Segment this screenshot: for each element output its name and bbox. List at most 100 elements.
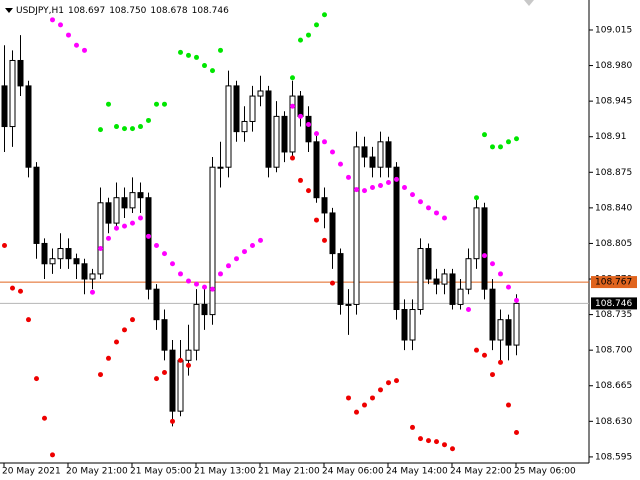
candle-body [289,95,296,153]
candle-body [497,319,504,341]
indicator-dot [298,177,303,183]
indicator-dot [442,442,447,448]
indicator-dot [514,430,519,436]
indicator-dot [218,271,223,277]
indicator-dot [138,215,143,221]
candle-body [193,303,200,351]
y-tick-label: 108.840 [595,203,632,213]
indicator-dot [82,47,87,53]
candle-body [425,248,432,280]
candle-body [17,59,24,87]
indicator-dot [338,161,343,167]
indicator-dot [18,288,23,294]
candle-body [33,166,40,244]
indicator-dot [50,17,55,23]
candle-body [233,85,240,133]
candle-body [313,141,320,199]
indicator-dot [162,370,167,376]
indicator-dot [170,418,175,424]
indicator-dot [506,139,511,145]
candle-body [25,85,32,168]
candle-body [97,202,104,275]
indicator-dot [154,376,159,382]
indicator-dot [202,63,207,69]
indicator-dot [306,122,311,128]
indicator-dot [74,42,79,48]
candle-body [473,207,480,260]
y-tick-label: 109.015 [595,25,632,35]
candle-body [161,319,168,351]
candle-body [441,273,448,285]
candle-body [73,258,80,265]
indicator-dot [2,242,7,248]
indicator-dot [122,223,127,229]
indicator-dot [482,352,487,358]
header-value: 108.697 [68,6,105,16]
candle-body [377,141,384,168]
indicator-dot [322,12,327,18]
indicator-dot [194,281,199,287]
candle-body [241,120,248,133]
indicator-dot [130,126,135,132]
candle-body [65,248,72,260]
indicator-dot [418,436,423,442]
candle-body [225,85,232,168]
candle-body [401,309,408,341]
x-tick-label: 24 May 06:00 [322,467,384,477]
y-tick-label: 108.980 [595,61,632,71]
candle-body [329,212,336,255]
indicator-dot [42,415,47,421]
indicator-dot [106,101,111,107]
y-tick-label: 108.630 [595,417,632,427]
indicator-dot [378,387,383,393]
x-tick-label: 21 May 13:00 [194,467,256,477]
indicator-dot [370,395,375,401]
indicator-dot [122,327,127,333]
candle-body [129,192,136,209]
candle-body [105,202,112,224]
indicator-dot [218,47,223,53]
indicator-dot [10,285,15,291]
indicator-dot [434,439,439,445]
candle-body [369,156,376,168]
indicator-dot [314,131,319,137]
y-tick-label: 108.665 [595,381,632,391]
indicator-dot [322,237,327,243]
indicator-dot [498,271,503,277]
x-tick-label: 21 May 21:00 [258,467,320,477]
indicator-dot [314,22,319,28]
y-tick-label: 108.805 [595,239,632,249]
indicator-dot [482,132,487,138]
price-label: 108.746 [595,299,632,309]
indicator-dot [490,372,495,378]
indicator-dot [178,49,183,55]
candle-body [505,319,512,346]
price-label-box [591,276,637,289]
symbol-title: USDJPY,H1 [16,6,64,16]
x-tick-label: 24 May 22:00 [450,467,512,477]
indicator-dot [154,242,159,248]
x-tick-label: 25 May 06:00 [514,467,576,477]
header-value: 108.746 [192,6,229,16]
indicator-dot [482,253,487,259]
candle-body [209,166,216,316]
candle-body [393,166,400,311]
indicator-dot [138,124,143,130]
candle-body [465,258,472,290]
indicator-dot [186,362,191,368]
indicator-dot [50,452,55,458]
y-tick-label: 108.735 [595,310,632,320]
indicator-dot [162,101,167,107]
indicator-dot [186,278,191,284]
candle-body [281,115,288,153]
indicator-dot [106,355,111,361]
candle-body [145,197,152,290]
y-tick-label: 108.945 [595,97,632,107]
candle-body [457,288,464,305]
candle-body [385,141,392,168]
indicator-dot [210,68,215,74]
menu-triangle[interactable] [5,8,13,13]
candle-body [433,278,440,285]
